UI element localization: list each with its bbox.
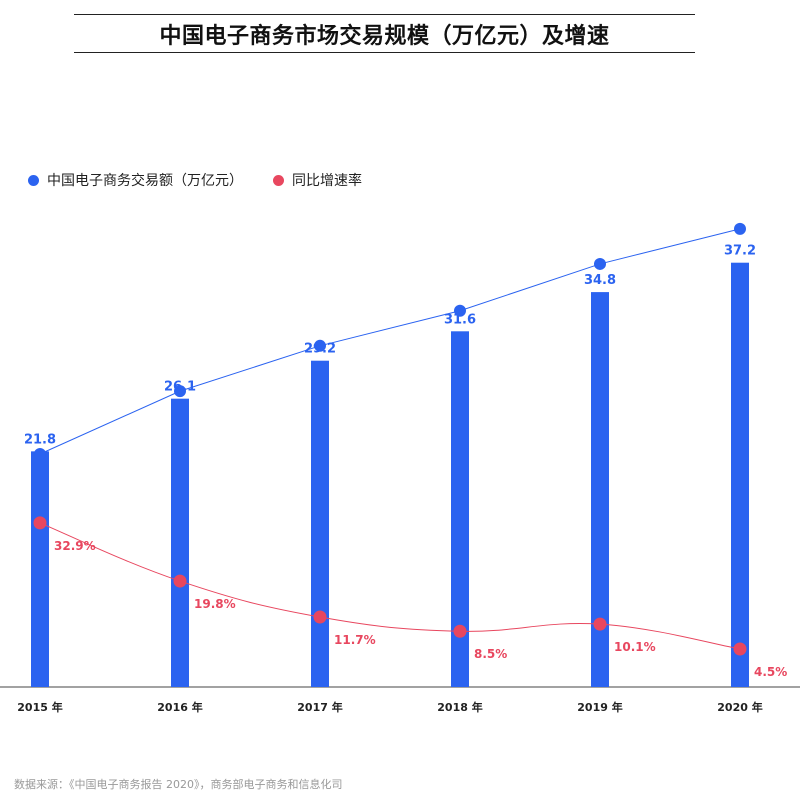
bar-5[interactable] (731, 262, 749, 687)
growth-label-0: 32.9% (54, 539, 96, 553)
growth-label-3: 8.5% (474, 647, 507, 661)
growth-label-5: 4.5% (754, 665, 787, 679)
volume-label-5: 37.2 (724, 244, 756, 259)
source-note: 数据来源：《中国电子商务报告 2020》，商务部电子商务和信息化司 (14, 778, 343, 791)
legend-marker-volume (28, 174, 39, 186)
volume-point-0[interactable] (34, 448, 46, 460)
legend-label-volume: 中国电子商务交易额（万亿元） (47, 173, 243, 189)
volume-point-1[interactable] (174, 385, 186, 398)
legend: 中国电子商务交易额（万亿元） 同比增速率 (28, 170, 392, 190)
volume-label-2: 29.2 (304, 342, 336, 357)
volume-point-5[interactable] (734, 222, 746, 235)
growth-point-3[interactable] (453, 624, 467, 638)
legend-marker-growth (273, 174, 284, 186)
x-tick-label-1: 2016 年 (157, 700, 202, 714)
growth-label-1: 19.8% (194, 597, 236, 611)
legend-item-growth[interactable]: 同比增速率 (273, 170, 362, 190)
bar-1[interactable] (171, 398, 189, 687)
chart-title: 中国电子商务市场交易规模（万亿元）及增速 (159, 23, 610, 49)
x-tick-label-4: 2019 年 (577, 700, 622, 714)
growth-point-2[interactable] (313, 610, 327, 624)
growth-label-4: 10.1% (614, 640, 656, 654)
x-tick-label-5: 2020 年 (717, 700, 762, 714)
volume-point-4[interactable] (594, 257, 606, 270)
volume-label-0: 21.8 (24, 432, 56, 447)
growth-point-0[interactable] (33, 516, 47, 530)
legend-item-volume[interactable]: 中国电子商务交易额（万亿元） (28, 170, 243, 190)
volume-point-2[interactable] (314, 339, 326, 352)
growth-point-5[interactable] (733, 642, 747, 656)
x-tick-label-0: 2015 年 (17, 700, 62, 714)
bar-2[interactable] (311, 360, 329, 687)
growth-point-1[interactable] (173, 574, 187, 588)
volume-label-3: 31.6 (444, 312, 476, 327)
growth-line (39, 522, 741, 650)
legend-label-growth: 同比增速率 (292, 173, 362, 189)
bar-3[interactable] (451, 331, 469, 687)
growth-label-2: 11.7% (334, 633, 376, 647)
growth-point-4[interactable] (593, 617, 607, 631)
volume-label-1: 26.1 (164, 380, 196, 395)
volume-label-4: 34.8 (584, 273, 616, 288)
bar-0[interactable] (31, 451, 49, 687)
x-tick-label-2: 2017 年 (297, 700, 342, 714)
bar-4[interactable] (591, 292, 609, 687)
chart-title-frame: 中国电子商务市场交易规模（万亿元）及增速 (74, 14, 695, 53)
x-tick-label-3: 2018 年 (437, 700, 482, 714)
volume-line (39, 228, 741, 455)
volume-point-3[interactable] (454, 304, 466, 317)
